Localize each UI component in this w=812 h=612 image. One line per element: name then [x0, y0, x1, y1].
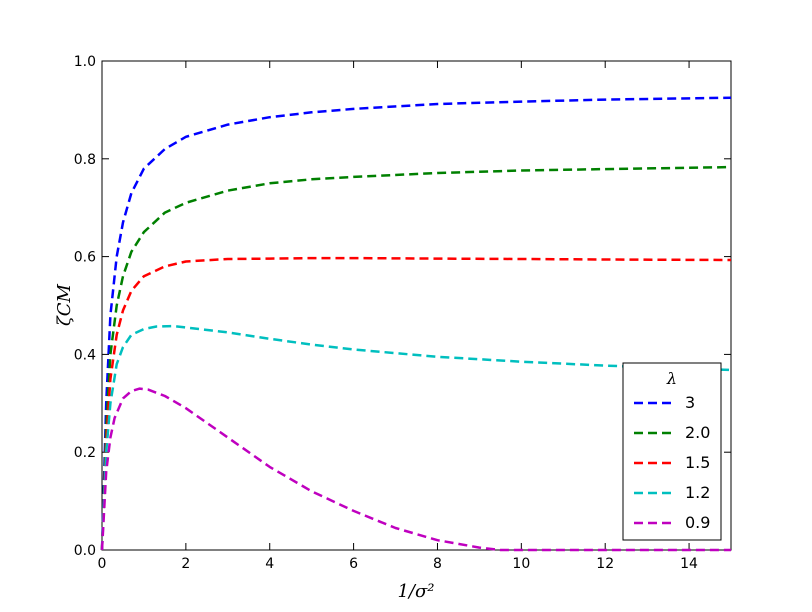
- legend-entry-label: 3: [685, 393, 695, 412]
- x-tick-label: 2: [181, 556, 190, 572]
- x-axis-label: 1/σ²: [397, 581, 434, 602]
- series-line-0-9: [100, 387, 731, 552]
- series-line-2-0: [100, 165, 732, 551]
- legend-entry-label: 1.2: [685, 483, 710, 502]
- x-tick-label: 0: [98, 556, 107, 572]
- y-tick-label: 0.8: [74, 152, 96, 168]
- y-tick-label: 0.2: [74, 445, 96, 461]
- x-tick-label: 10: [512, 556, 530, 572]
- y-tick-label: 1.0: [74, 54, 96, 70]
- legend-title: λ: [666, 369, 677, 388]
- legend-box: [622, 362, 722, 541]
- y-tick-label: 0.4: [74, 347, 96, 363]
- x-tick-label: 12: [596, 556, 614, 572]
- series-line-3: [100, 96, 732, 551]
- series-line-1-5: [100, 256, 732, 551]
- x-tick-label: 6: [349, 556, 358, 572]
- legend: λ 3 2.0 1.5 1.2 0.9: [622, 362, 722, 541]
- legend-entry-label: 1.5: [685, 453, 710, 472]
- x-tick-label: 8: [433, 556, 442, 572]
- axis-ticks: 0 2 4 6 8 10 12 14 0.0 0.2 0.4 0.6 0.8 1.0: [74, 54, 731, 572]
- series-line-1-2: [100, 324, 732, 551]
- legend-entry-label: 2.0: [685, 423, 710, 442]
- x-tick-label: 14: [680, 556, 698, 572]
- y-tick-label: 0.6: [74, 250, 96, 266]
- series-lines: [100, 96, 732, 552]
- y-axis-label: ζCM: [54, 283, 75, 326]
- plot-frame: [101, 60, 732, 551]
- x-tick-label: 4: [265, 556, 274, 572]
- y-tick-label: 0.0: [74, 543, 96, 559]
- legend-entry-label: 0.9: [685, 513, 710, 532]
